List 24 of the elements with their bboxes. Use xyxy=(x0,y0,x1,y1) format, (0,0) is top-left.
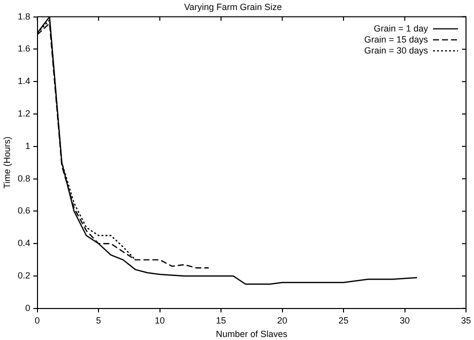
chart-title: Varying Farm Grain Size xyxy=(184,2,282,12)
y-tick-label: 1.8 xyxy=(18,11,30,22)
x-tick-label: 0 xyxy=(34,315,40,326)
y-tick-label: 0.8 xyxy=(18,173,30,184)
x-tick-label: 10 xyxy=(154,315,165,326)
x-tick-label: 5 xyxy=(96,315,102,326)
y-tick-label: 0.2 xyxy=(18,270,30,280)
legend-label: Grain = 15 days xyxy=(364,34,428,44)
legend-label: Grain = 30 days xyxy=(364,45,428,56)
legend-label: Grain = 1 day xyxy=(374,23,428,34)
x-tick-label: 30 xyxy=(400,315,410,326)
y-tick-label: 1.2 xyxy=(18,108,30,118)
x-tick-label: 20 xyxy=(277,315,288,326)
x-tick-label: 35 xyxy=(460,315,471,326)
x-tick-label: 15 xyxy=(216,315,226,326)
y-tick-label: 1.6 xyxy=(18,44,30,54)
y-tick-label: 0 xyxy=(25,302,30,313)
x-tick-label: 25 xyxy=(338,315,349,326)
y-tick-label: 0.4 xyxy=(18,238,30,248)
y-tick-label: 1 xyxy=(25,140,30,151)
x-axis-title: Number of Slaves xyxy=(216,329,288,340)
y-tick-label: 1.4 xyxy=(18,76,30,86)
y-tick-label: 0.6 xyxy=(18,206,30,216)
y-axis-title: Time (Hours) xyxy=(2,136,12,189)
